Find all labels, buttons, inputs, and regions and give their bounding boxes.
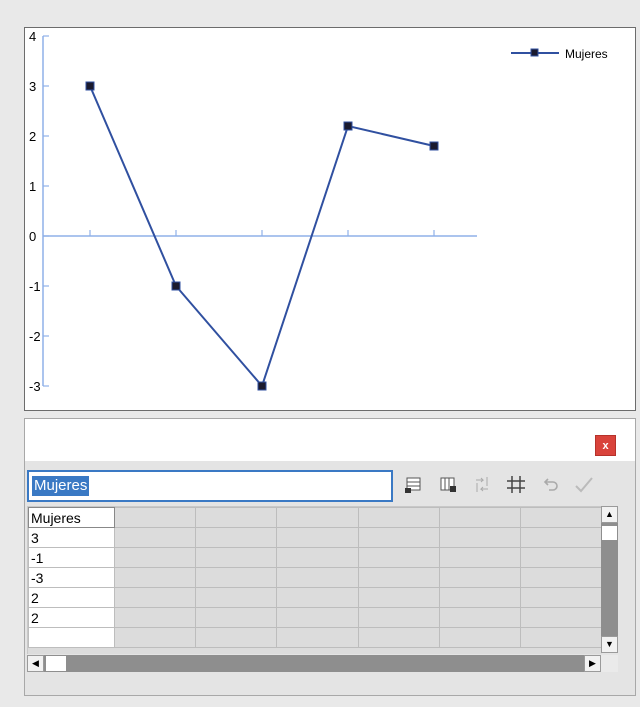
data-grid: Mujeres 3 -1 -3 2 2: [27, 506, 602, 654]
data-point: [85, 81, 95, 91]
grid-cell[interactable]: [357, 547, 440, 568]
grid-icon[interactable]: [503, 471, 529, 499]
column-header[interactable]: Mujeres: [28, 507, 116, 528]
y-tick-label: 1: [29, 179, 36, 194]
insert-column-icon[interactable]: [435, 471, 461, 499]
y-tick-label: 2: [29, 129, 36, 144]
dialog-titlebar: [25, 419, 635, 461]
data-point: [343, 121, 353, 131]
grid-cell[interactable]: [438, 567, 521, 588]
table-row: [28, 627, 602, 648]
y-tick-label: 4: [29, 29, 36, 44]
grid-cell[interactable]: [438, 547, 521, 568]
y-tick-label: -2: [29, 329, 41, 344]
grid-cell[interactable]: [114, 507, 197, 528]
scroll-corner: [601, 655, 618, 672]
horizontal-scroll-thumb[interactable]: [46, 656, 66, 671]
grid-cell[interactable]: [519, 627, 602, 648]
close-button[interactable]: x: [595, 435, 616, 456]
grid-cell[interactable]: [28, 627, 116, 648]
grid-cell[interactable]: [357, 507, 440, 528]
checkmark-icon: [571, 471, 597, 499]
grid-cell[interactable]: 3: [28, 527, 116, 548]
y-tick-label: -3: [29, 379, 41, 394]
legend-label: Mujeres: [565, 47, 608, 61]
grid-cell[interactable]: [357, 607, 440, 628]
legend-marker: [530, 48, 539, 57]
insert-row-icon[interactable]: [401, 471, 427, 499]
scroll-left-icon[interactable]: ◀: [27, 655, 44, 672]
grid-cell[interactable]: [276, 567, 359, 588]
legend: Mujeres: [511, 47, 608, 61]
grid-cell[interactable]: [438, 627, 521, 648]
grid-cell[interactable]: [519, 547, 602, 568]
table-row: 3: [28, 527, 602, 548]
grid-cell[interactable]: [357, 567, 440, 588]
grid-cell[interactable]: [438, 587, 521, 608]
grid-cell[interactable]: [438, 607, 521, 628]
grid-cell[interactable]: [519, 527, 602, 548]
data-point: [171, 281, 181, 291]
grid-cell[interactable]: [114, 547, 197, 568]
scroll-down-icon[interactable]: ▼: [601, 636, 618, 653]
grid-cell[interactable]: [519, 507, 602, 528]
y-tick-label: 0: [29, 229, 36, 244]
data-point: [429, 141, 439, 151]
grid-cell[interactable]: [519, 587, 602, 608]
grid-cell[interactable]: [357, 627, 440, 648]
grid-cell[interactable]: [195, 567, 278, 588]
grid-cell[interactable]: [519, 607, 602, 628]
grid-cell[interactable]: [114, 527, 197, 548]
table-row: -1: [28, 547, 602, 568]
chart-panel: 4 3 2 1 0 -1 -2 -3 Mujeres: [24, 27, 636, 411]
grid-cell[interactable]: [114, 567, 197, 588]
grid-cell[interactable]: [519, 567, 602, 588]
grid-cell[interactable]: [276, 507, 359, 528]
vertical-scrollbar[interactable]: ▲ ▼: [601, 506, 618, 653]
grid-cell[interactable]: [276, 587, 359, 608]
grid-cell[interactable]: [276, 547, 359, 568]
grid-cell[interactable]: -3: [28, 567, 116, 588]
horizontal-scrollbar[interactable]: ◀ ▶: [27, 655, 601, 672]
grid-cell[interactable]: [114, 607, 197, 628]
series-name-selection: Mujeres: [32, 476, 90, 496]
grid-cell[interactable]: 2: [28, 607, 116, 628]
grid-cell[interactable]: [438, 507, 521, 528]
grid-cell[interactable]: [276, 607, 359, 628]
grid-cell[interactable]: [438, 527, 521, 548]
grid-cell[interactable]: [357, 587, 440, 608]
grid-cell[interactable]: [195, 547, 278, 568]
line-chart: 4 3 2 1 0 -1 -2 -3 Mujeres: [29, 29, 608, 394]
table-row: 2: [28, 607, 602, 628]
grid-cell[interactable]: [195, 607, 278, 628]
grid-cell[interactable]: [357, 527, 440, 548]
grid-cell[interactable]: [195, 527, 278, 548]
table-row: -3: [28, 567, 602, 588]
grid-cell[interactable]: [114, 627, 197, 648]
grid-cell[interactable]: 2: [28, 587, 116, 608]
grid-cell[interactable]: [195, 587, 278, 608]
y-tick-label: -1: [29, 279, 41, 294]
scroll-right-icon[interactable]: ▶: [584, 655, 601, 672]
grid-cell[interactable]: [276, 627, 359, 648]
data-point: [257, 381, 267, 391]
scroll-up-icon[interactable]: ▲: [601, 506, 618, 523]
grid-cell[interactable]: [114, 587, 197, 608]
undo-icon: [537, 471, 563, 499]
close-icon: x: [602, 440, 609, 452]
table-row: Mujeres: [28, 507, 602, 528]
table-row: 2: [28, 587, 602, 608]
grid-cell[interactable]: [276, 527, 359, 548]
grid-cell[interactable]: [195, 627, 278, 648]
data-editor-dialog: x Mujeres: [24, 418, 636, 696]
y-tick-label: 3: [29, 79, 36, 94]
grid-cell[interactable]: [195, 507, 278, 528]
swap-icon: [469, 471, 495, 499]
vertical-scroll-thumb[interactable]: [602, 526, 617, 540]
grid-cell[interactable]: -1: [28, 547, 116, 568]
